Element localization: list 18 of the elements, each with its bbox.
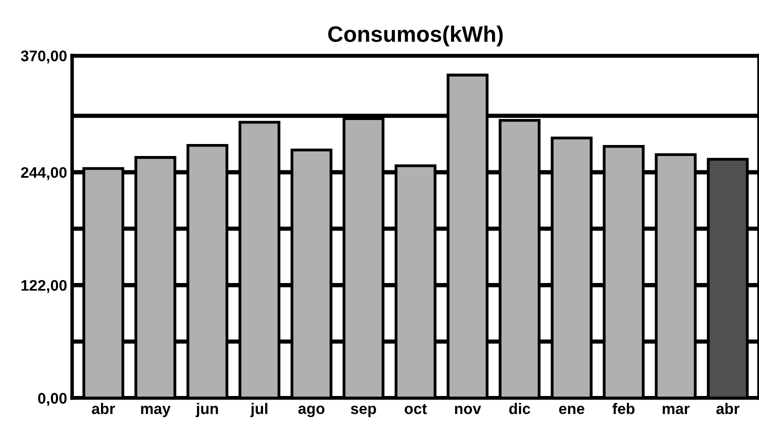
x-tick-label: abr (716, 402, 740, 414)
x-tick-label: ago (298, 406, 324, 418)
x-tick-label: oct (404, 404, 427, 414)
chart-title: Consumos(kWh) (328, 26, 503, 46)
x-tick-label: feb (612, 402, 635, 414)
y-tick-label: 370,00 (20, 50, 67, 64)
x-tick-label: nov (455, 406, 482, 414)
x-tick-label: sep (350, 406, 376, 418)
x-tick-label: jun (196, 402, 218, 418)
x-tick-label: may (141, 406, 171, 418)
x-tick-label: dic (509, 402, 530, 414)
x-tick-label: mar (662, 406, 690, 414)
y-tick-label: 122,00 (21, 280, 67, 294)
y-tick-label: 244,00 (21, 167, 67, 180)
y-tick-label: 0,00 (38, 392, 67, 406)
x-tick-label: abr (92, 402, 115, 414)
x-tick-label: ene (559, 406, 584, 414)
x-tick-label: jul (250, 402, 268, 418)
